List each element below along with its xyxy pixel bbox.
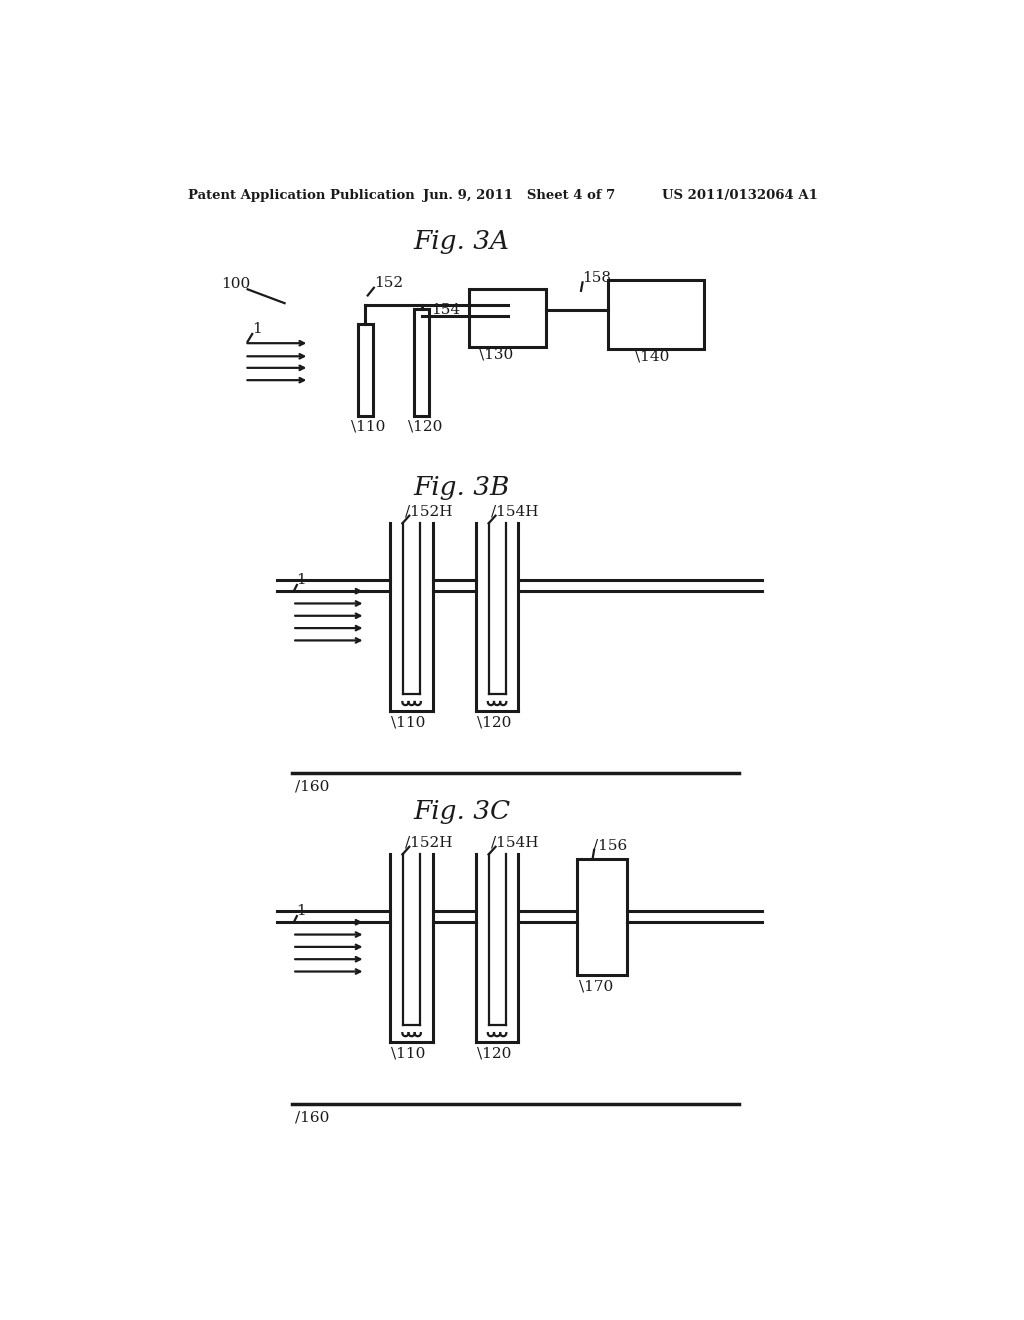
- Text: 100: 100: [221, 277, 251, 290]
- Bar: [608, 280, 705, 350]
- Text: Fig. 3A: Fig. 3A: [414, 230, 510, 253]
- Bar: [357, 323, 373, 416]
- Text: \140: \140: [635, 350, 670, 363]
- Text: 1: 1: [296, 573, 306, 587]
- Text: \110: \110: [391, 715, 425, 730]
- Bar: [414, 309, 429, 416]
- Bar: [469, 289, 547, 347]
- Text: Patent Application Publication: Patent Application Publication: [188, 189, 415, 202]
- Text: Jun. 9, 2011   Sheet 4 of 7: Jun. 9, 2011 Sheet 4 of 7: [423, 189, 615, 202]
- Text: 158: 158: [583, 271, 611, 285]
- Text: /154H: /154H: [490, 836, 539, 849]
- Text: Fig. 3C: Fig. 3C: [413, 799, 510, 824]
- Text: US 2011/0132064 A1: US 2011/0132064 A1: [662, 189, 818, 202]
- Text: /160: /160: [295, 1111, 329, 1125]
- Text: \120: \120: [477, 1047, 511, 1061]
- Text: 1: 1: [252, 322, 262, 337]
- Bar: [578, 859, 628, 974]
- Text: \110: \110: [351, 420, 385, 433]
- Text: /154H: /154H: [490, 504, 539, 517]
- Text: \120: \120: [408, 420, 442, 433]
- Text: 154: 154: [431, 304, 460, 317]
- Text: \170: \170: [579, 979, 613, 993]
- Text: Fig. 3B: Fig. 3B: [414, 475, 510, 500]
- Text: \120: \120: [477, 715, 511, 730]
- Text: \110: \110: [391, 1047, 425, 1061]
- Text: 1: 1: [296, 904, 306, 919]
- Text: \130: \130: [479, 347, 514, 362]
- Text: /152H: /152H: [404, 504, 453, 517]
- Text: /156: /156: [593, 838, 627, 853]
- Text: 152: 152: [374, 276, 403, 290]
- Text: /152H: /152H: [404, 836, 453, 849]
- Text: /160: /160: [295, 780, 329, 793]
